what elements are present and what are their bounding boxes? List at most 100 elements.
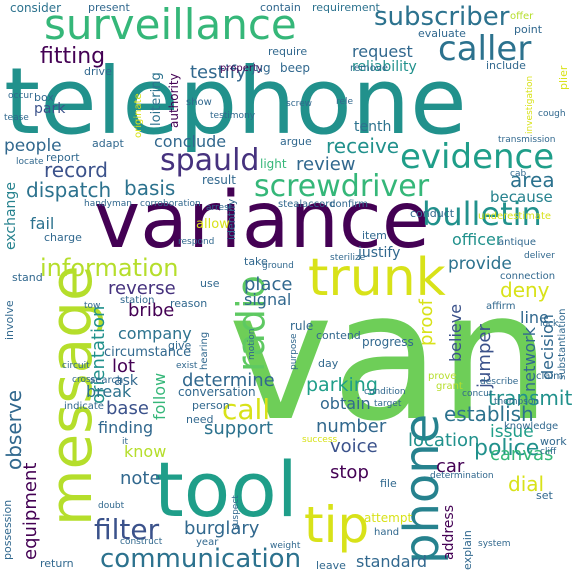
word-underestimate: underestimate <box>478 211 552 222</box>
word-believe: believe <box>446 303 465 362</box>
word-prove: prove <box>428 371 457 382</box>
word-beep: beep <box>280 61 310 75</box>
word-dial: dial <box>508 472 545 496</box>
word-leave: leave <box>316 559 346 572</box>
word-justify: justify <box>358 245 401 261</box>
word-box: box <box>34 91 54 104</box>
word-need: need <box>186 413 214 426</box>
word-sterilize: sterilize <box>330 253 366 263</box>
word-charge: charge <box>44 231 82 244</box>
word-deny: deny <box>500 278 550 302</box>
word-issue: issue <box>490 422 534 442</box>
word-take: take <box>244 255 268 268</box>
word-antique: antique <box>498 237 537 248</box>
word-include: include <box>486 59 526 72</box>
word-testify: testify <box>190 62 247 83</box>
word-hand: hand <box>374 527 400 538</box>
word-area: area <box>510 168 555 192</box>
word-person: person <box>192 399 230 412</box>
word-locate: locate <box>16 157 44 167</box>
word-rele: rele <box>336 97 354 107</box>
word-use: use <box>200 277 220 290</box>
word-deliver: deliver <box>524 251 555 261</box>
word-company: company <box>118 324 192 343</box>
word-plier: plier <box>557 65 570 90</box>
word-work: work <box>540 435 567 448</box>
word-purpose: purpose <box>289 333 299 370</box>
word-support: support <box>204 418 274 439</box>
word-information: information <box>40 254 179 282</box>
word-station: station <box>120 295 155 306</box>
word-proof: proof <box>416 299 437 346</box>
word-reason: reason <box>170 297 208 310</box>
word-exist: exist <box>176 361 198 371</box>
word-canvas: canvas <box>490 444 554 465</box>
word-address: address <box>441 504 457 560</box>
word-circuit: circuit <box>62 361 90 371</box>
word-connection: connection <box>500 271 556 282</box>
word-spauld: spauld <box>160 143 260 178</box>
word-accord: accord <box>302 199 336 210</box>
word-stand: stand <box>12 271 43 284</box>
word-exchange: exchange <box>3 182 19 250</box>
word-tip: tip <box>304 496 370 554</box>
word-target: target <box>374 399 402 409</box>
word-show: show <box>186 97 212 108</box>
word-day: day <box>318 357 339 370</box>
word-ground: ground <box>262 261 294 271</box>
word-involve: involve <box>3 300 16 340</box>
word-transmit: transmit <box>488 386 573 410</box>
word-because: because <box>490 188 553 206</box>
word-request: request <box>352 42 413 61</box>
word-arrest: arrest <box>206 203 233 213</box>
word-explain: explain <box>461 530 474 570</box>
word-screw: screw <box>286 99 313 109</box>
word-indicate: indicate <box>64 401 104 412</box>
word-break: break <box>86 382 132 401</box>
word-handyman: handyman <box>84 199 132 209</box>
word-bribe: bribe <box>128 300 175 321</box>
word-suspect: suspect <box>231 495 241 530</box>
word-fitting: fitting <box>40 44 106 69</box>
word-signal: signal <box>244 290 292 309</box>
word-concur: concur <box>462 389 493 399</box>
word-affirm: affirm <box>486 301 516 312</box>
word-basis: basis <box>124 176 176 200</box>
word-give: give <box>168 339 192 352</box>
word-originate: originate <box>133 93 144 138</box>
word-light: light <box>260 157 287 171</box>
word-fail: fail <box>30 214 55 233</box>
word-motion: motion <box>247 328 257 360</box>
word-rule: rule <box>290 319 314 333</box>
word-ask: ask <box>114 373 138 389</box>
word-set: set <box>536 489 553 502</box>
word-requirement: requirement <box>312 1 380 14</box>
word-transmission: transmission <box>498 135 556 145</box>
word-record: record <box>44 158 108 182</box>
word-conclude: conclude <box>154 132 227 151</box>
word-number: number <box>316 416 387 437</box>
word-point: point <box>514 23 543 36</box>
word-jug: jug <box>252 61 271 75</box>
word-base: base <box>106 398 149 419</box>
word-hearing: hearing <box>199 331 210 370</box>
word-adapt: adapt <box>92 137 124 150</box>
word-doubt: doubt <box>98 501 125 511</box>
word-stop: stop <box>330 462 369 483</box>
word-evaluate: evaluate <box>418 27 466 40</box>
word-provide: provide <box>448 254 512 274</box>
word-voice: voice <box>330 436 378 457</box>
word-offer: offer <box>510 11 534 22</box>
word-claim: claim <box>536 371 563 382</box>
word-contain: contain <box>260 1 301 14</box>
word-present: present <box>88 1 130 14</box>
word-reverse: reverse <box>108 278 176 299</box>
word-tool: tool <box>154 445 298 534</box>
word-possession: possession <box>1 499 14 560</box>
word-receive: receive <box>326 134 400 158</box>
word-burglary: burglary <box>184 518 260 539</box>
word-obtain: obtain <box>320 394 371 413</box>
word-system: system <box>478 539 511 549</box>
word-weight: weight <box>270 541 301 551</box>
